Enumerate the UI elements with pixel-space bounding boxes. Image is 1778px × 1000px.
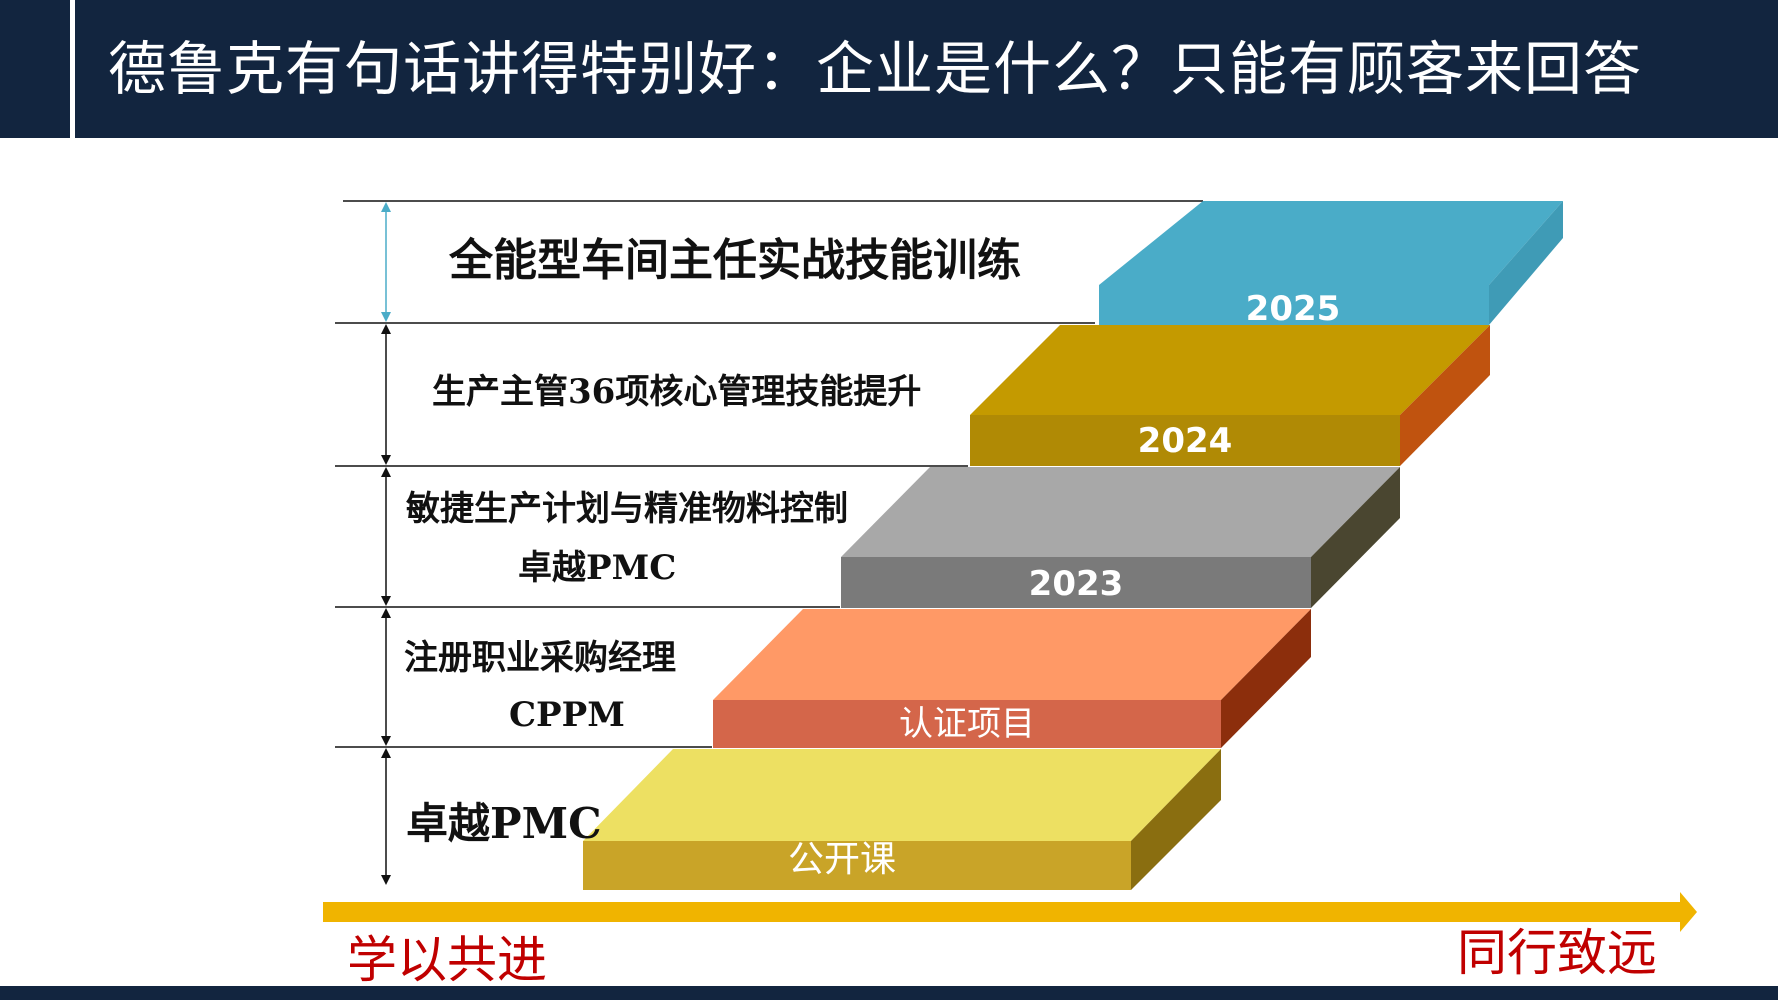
step-2-top bbox=[713, 609, 1311, 700]
step-4-side bbox=[1400, 325, 1490, 466]
header-bar bbox=[0, 0, 1778, 138]
dimension-arrows bbox=[381, 202, 391, 885]
step-3-side bbox=[1311, 467, 1400, 608]
step-1-label: 公开课 bbox=[788, 839, 896, 880]
step-2-label: 认证项目 bbox=[899, 704, 1035, 744]
step-3: 2023 bbox=[841, 467, 1400, 608]
footer-bar bbox=[0, 986, 1778, 1000]
progress-arrow-shaft bbox=[323, 902, 1685, 922]
step-1-front bbox=[583, 841, 1131, 890]
slogan-right: 同行致远 bbox=[1457, 924, 1657, 982]
step-5-label: 2025 bbox=[1246, 289, 1341, 329]
page-title: 德鲁克有句话讲得特别好：企业是什么？只能有顾客来回答 bbox=[108, 35, 1643, 103]
level-1-text: 卓越PMC bbox=[406, 799, 602, 848]
step-3-front bbox=[841, 557, 1311, 608]
step-3-label: 2023 bbox=[1029, 564, 1124, 604]
level-4-text: 生产主管36项核心管理技能提升 bbox=[432, 372, 921, 412]
step-5: 2025 bbox=[1099, 201, 1563, 329]
step-1: 公开课 bbox=[583, 749, 1221, 890]
step-4: 2024 bbox=[970, 325, 1490, 466]
step-2: 认证项目 bbox=[713, 609, 1311, 748]
level-2-text-line1: 注册职业采购经理 bbox=[404, 638, 676, 678]
step-5-top bbox=[1099, 201, 1563, 285]
level-3-text-line1: 敏捷生产计划与精准物料控制 bbox=[406, 489, 848, 529]
slogan-left: 学以共进 bbox=[347, 931, 547, 989]
step-1-side bbox=[1131, 749, 1221, 890]
progress-arrow bbox=[323, 892, 1697, 932]
step-2-front bbox=[713, 700, 1221, 748]
level-3-text-line2: 卓越PMC bbox=[518, 548, 676, 588]
level-2-text-line2: CPPM bbox=[509, 695, 625, 735]
level-5-text: 全能型车间主任实战技能训练 bbox=[448, 235, 1021, 286]
step-1-top bbox=[583, 749, 1221, 841]
header-divider bbox=[70, 0, 75, 138]
step-5-side bbox=[1489, 201, 1563, 325]
step-4-front bbox=[970, 415, 1400, 466]
step-5-front bbox=[1099, 285, 1489, 325]
step-3-top bbox=[841, 467, 1400, 557]
step-4-label: 2024 bbox=[1138, 421, 1233, 461]
step-2-side bbox=[1221, 609, 1311, 748]
step-4-top bbox=[970, 325, 1490, 415]
progress-arrow-head bbox=[1680, 892, 1697, 932]
header-accent-block bbox=[0, 0, 70, 138]
